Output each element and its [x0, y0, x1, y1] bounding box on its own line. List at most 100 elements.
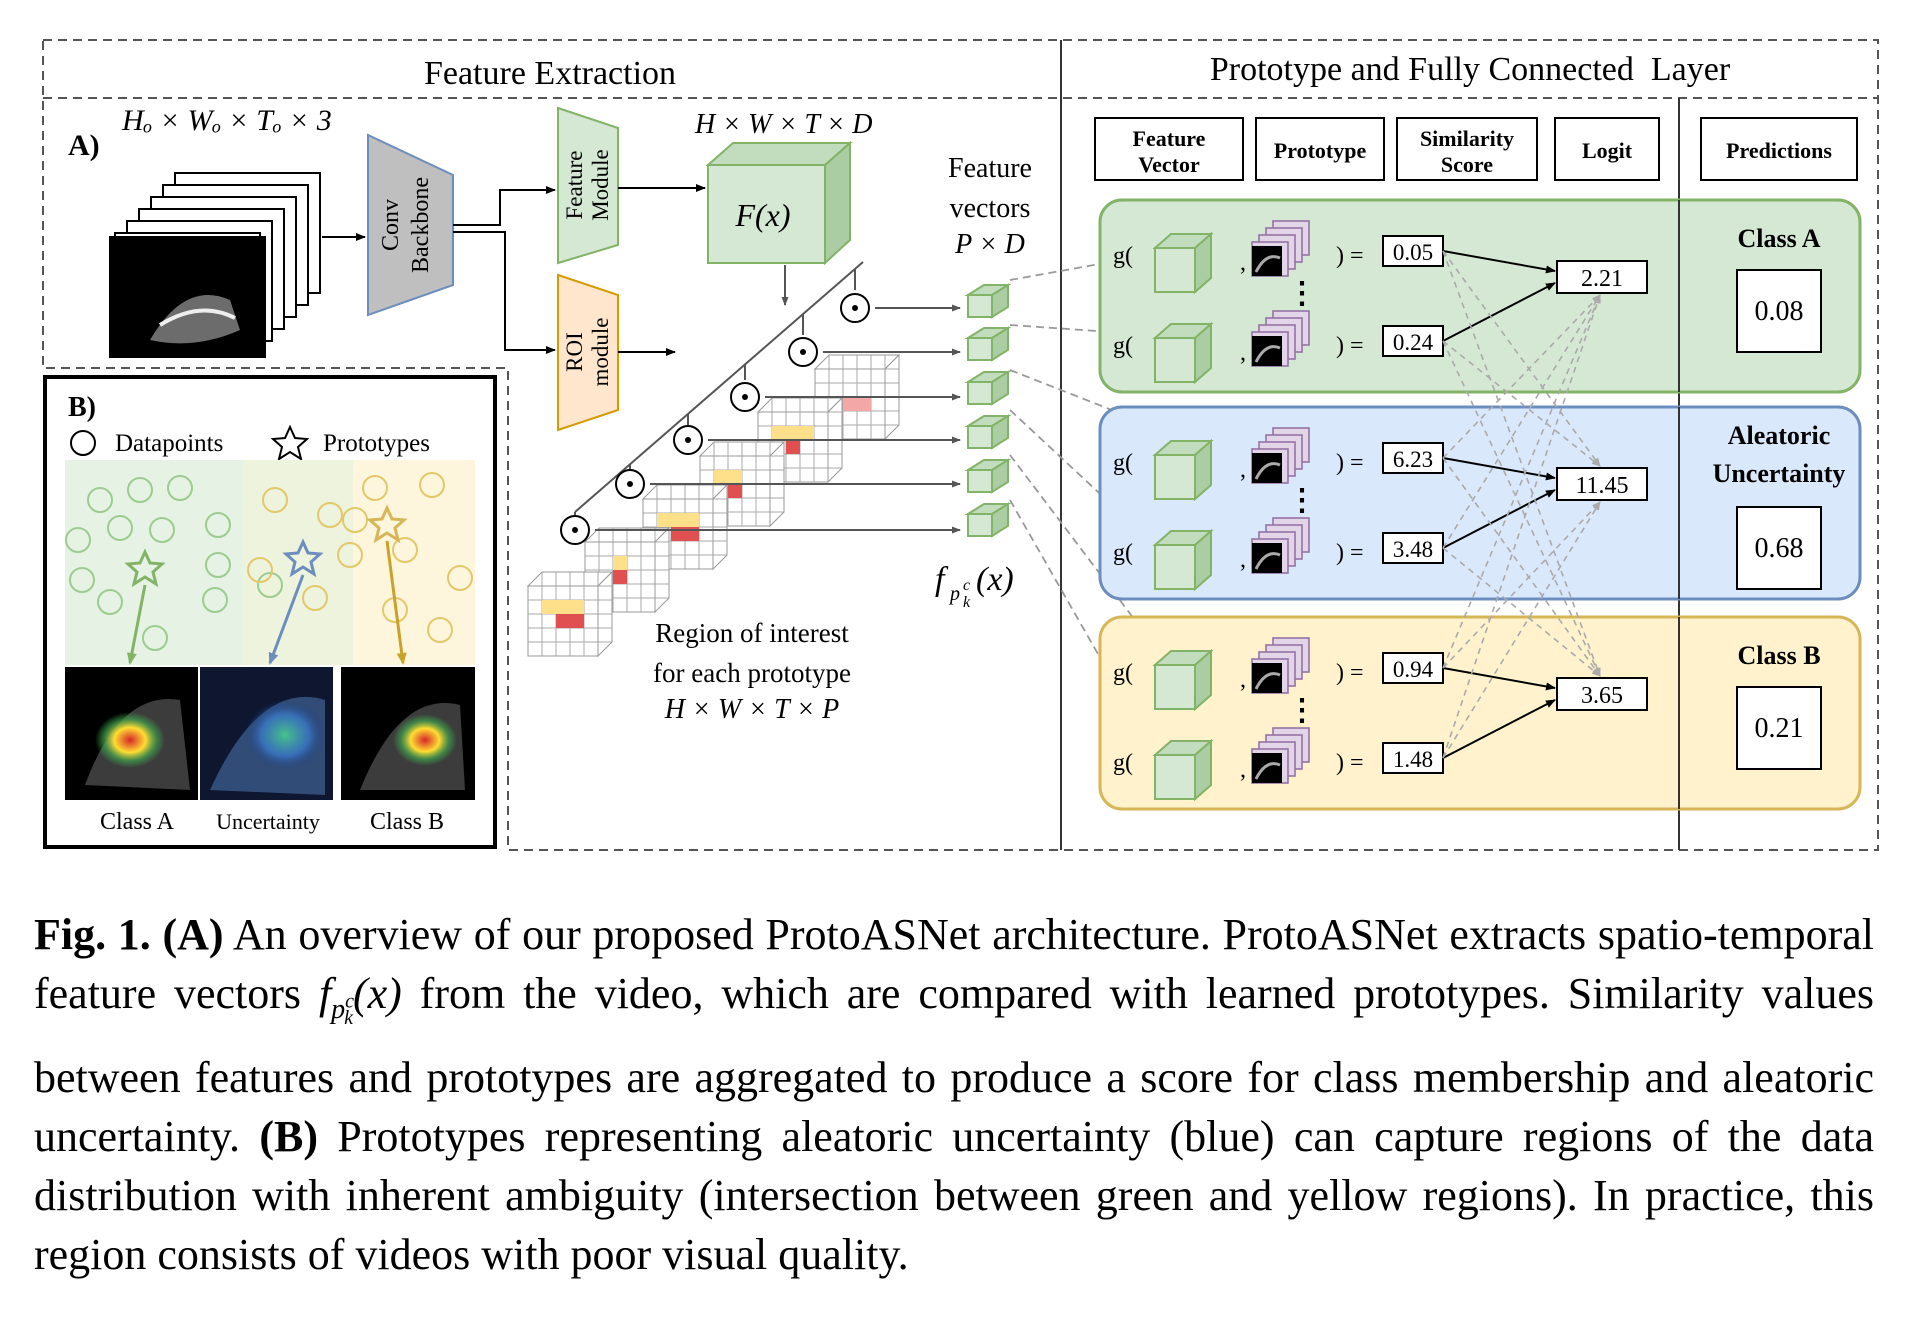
class-group-1: g(,) = 0.05 g(,) = 0.24 ⋮ 2.21 Class A 0.08 — [1098, 198, 1862, 394]
score-to-logit-arrow — [1442, 489, 1556, 549]
roi-caption-1: Region of interest — [655, 618, 849, 648]
comma: , — [1240, 757, 1246, 783]
prototype-uncertainty — [282, 538, 324, 578]
class-name-2: Uncertainty — [1713, 459, 1846, 488]
panel-a-label: A) — [68, 129, 100, 162]
score-to-logit-arrow — [1442, 282, 1556, 342]
g-function-label: g( — [1113, 540, 1133, 566]
label-uncertainty: Uncertainty — [216, 809, 320, 834]
prediction-value: 0.08 — [1755, 296, 1804, 327]
cross-class-links — [1442, 250, 1601, 759]
logit-box — [1556, 467, 1648, 501]
feature-map-cube: F(x) — [705, 140, 853, 266]
label-class-b: Class B — [370, 809, 444, 835]
roi-module-label-1: ROI — [562, 332, 587, 372]
class-groups: g(, ) = 0.05 g(, ) = 0.24 ⋮ 2.21 Class A 0.08 g(,)… — [1098, 198, 1862, 811]
comma: , — [1240, 250, 1246, 276]
backbone-label-2: Backbone — [408, 177, 434, 273]
class-name: Class A — [1737, 224, 1820, 253]
feature-module: Feature Module — [557, 106, 619, 265]
feature-map-label: F(x) — [734, 197, 790, 233]
similarity-score-value: 0.24 — [1393, 330, 1434, 355]
figure-caption: Fig. 1. (A) An overview of our proposed … — [34, 905, 1874, 1284]
prototype-class-b — [366, 504, 408, 544]
example-video-uncertainty — [200, 667, 333, 800]
class-b-datapoints — [247, 472, 473, 643]
equals-label: ) = — [1336, 660, 1364, 686]
panel-b: B) Datapoints Prototypes — [43, 375, 497, 849]
caption-text-1: An overview of our proposed ProtoASNet a… — [34, 910, 1874, 1018]
svg-text:f: f — [935, 561, 949, 598]
comma: , — [1240, 667, 1246, 693]
example-video-class-a — [65, 667, 198, 800]
score-to-logit-arrow — [1442, 457, 1556, 481]
class-group-3: g(,) = 0.94 g(,) = 1.48 ⋮ 3.65 Class B 0.21 — [1098, 615, 1862, 811]
caption-text-2: from the video, which are compared with … — [34, 969, 1875, 1162]
class-group-2: g(,) = 6.23 g(,) = 3.48 ⋮ 11.45 Aleatoric Uncer… — [1098, 405, 1862, 601]
caption-fig-label: Fig. 1. — [34, 910, 151, 959]
similarity-score-value: 0.05 — [1393, 240, 1433, 265]
similarity-score-box — [1382, 235, 1444, 267]
comma: , — [1240, 547, 1246, 573]
header-similarity-1: Similarity — [1420, 126, 1514, 151]
header-similarity-2: Score — [1441, 152, 1493, 177]
vertical-dots: ⋮ — [1287, 694, 1317, 727]
backbone-label-1: Conv — [378, 199, 404, 251]
equals-label: ) = — [1336, 750, 1364, 776]
equals-label: ) = — [1336, 243, 1364, 269]
svg-text:c: c — [963, 577, 970, 594]
logit-value: 2.21 — [1581, 266, 1623, 292]
legend-prototypes: Prototypes — [323, 430, 430, 457]
prototype-layer-title: Prototype and Fully Connected Layer — [1210, 51, 1731, 88]
input-video-frames — [109, 172, 321, 358]
feature-vectors-label-1: Feature — [948, 153, 1032, 184]
g-function-label: g( — [1113, 243, 1133, 269]
logit-value: 3.65 — [1581, 683, 1623, 709]
svg-text:k: k — [963, 594, 971, 611]
equals-label: ) = — [1336, 540, 1364, 566]
header-logit: Logit — [1582, 138, 1633, 163]
similarity-score-value: 1.48 — [1393, 747, 1433, 772]
feature-vectors-dimensions: P × D — [954, 229, 1025, 260]
similarity-score-value: 6.23 — [1393, 447, 1433, 472]
input-dimensions: Hₒ × Wₒ × Tₒ × 3 — [121, 104, 332, 137]
header-prototype: Prototype — [1274, 138, 1367, 163]
comma: , — [1240, 457, 1246, 483]
legend-datapoints: Datapoints — [115, 430, 223, 457]
score-to-logit-arrow — [1442, 699, 1556, 759]
region-overlap — [243, 460, 353, 665]
prototype-legend-icon — [270, 424, 310, 462]
g-function-label: g( — [1113, 750, 1133, 776]
roi-caption-dimensions: H × W × T × P — [664, 694, 839, 725]
feature-dimensions: H × W × T × D — [694, 109, 873, 140]
prediction-box — [1736, 269, 1822, 353]
feature-vectors-label-2: vectors — [950, 193, 1031, 224]
caption-text-3: Prototypes representing aleatoric uncert… — [34, 1112, 1874, 1280]
equals-label: ) = — [1336, 333, 1364, 359]
equals-label: ) = — [1336, 450, 1364, 476]
logit-box — [1556, 677, 1648, 711]
prediction-value: 0.68 — [1755, 533, 1804, 564]
panel-b-label: B) — [68, 392, 96, 423]
logit-box — [1556, 260, 1648, 294]
roi-module-label-2: module — [588, 318, 613, 387]
caption-math: fpck(x) — [318, 969, 402, 1030]
caption-a-label: (A) — [162, 910, 224, 959]
prediction-box — [1736, 506, 1822, 590]
class-name: Class B — [1737, 641, 1820, 670]
roi-module: ROI module — [557, 273, 619, 432]
feature-vector-symbol: f p c k (x) — [935, 561, 1014, 611]
prediction-value: 0.21 — [1755, 713, 1804, 744]
roi-caption-2: for each prototype — [653, 658, 851, 688]
prediction-box — [1736, 686, 1822, 770]
class-a-datapoints — [65, 475, 283, 651]
prototype-class-a — [124, 548, 166, 588]
label-class-a: Class A — [100, 809, 175, 835]
similarity-score-value: 3.48 — [1393, 537, 1433, 562]
svg-text:(x): (x) — [976, 561, 1014, 598]
odot-symbols — [560, 293, 870, 545]
feature-vector-stack — [964, 283, 1012, 538]
g-function-label: g( — [1113, 333, 1133, 359]
region-class-b — [353, 460, 475, 665]
similarity-score-value: 0.94 — [1393, 657, 1434, 682]
